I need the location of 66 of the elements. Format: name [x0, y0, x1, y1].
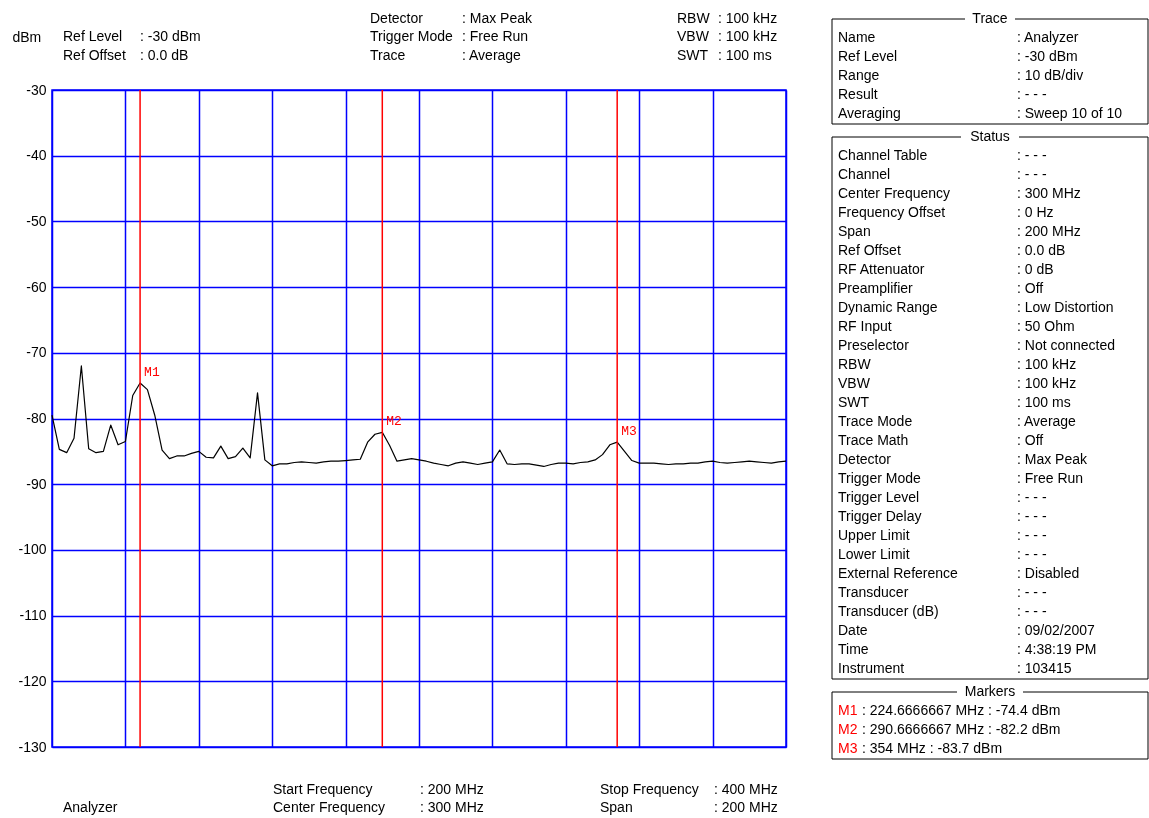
text: Trace Math : Off [838, 432, 1044, 448]
text: Lower Limit : - - - [838, 546, 1047, 562]
text: Ref Level : -30 dBm [838, 48, 1078, 64]
y-tick-label: -60 [26, 278, 47, 295]
y-tick-label: -130 [18, 738, 47, 755]
text: Analyzer [63, 799, 118, 815]
text: Start Frequency : 200 MHz [273, 781, 484, 797]
text: M3 : 354 MHz : -83.7 dBm [838, 740, 1003, 756]
text: Frequency Offset : 0 Hz [838, 204, 1054, 220]
y-tick-label: -50 [26, 212, 47, 229]
text: Name : Analyzer [838, 29, 1079, 45]
text: RF Attenuator : 0 dB [838, 261, 1054, 277]
text: Trace : Average [370, 47, 521, 63]
text: M2 : 290.6666667 MHz : -82.2 dBm [838, 721, 1061, 737]
text: Transducer (dB) : - - - [838, 603, 1047, 619]
text: Detector : Max Peak [838, 451, 1088, 467]
text: Date : 09/02/2007 [838, 622, 1095, 638]
text: Averaging : Sweep 10 of 10 [838, 105, 1123, 121]
text: RBW : 100 kHz [838, 356, 1077, 372]
text: Span : 200 MHz [838, 223, 1081, 239]
y-tick-label: -70 [26, 344, 47, 361]
y-tick-label: -100 [18, 541, 47, 558]
y-tick-label: -80 [26, 410, 47, 426]
text: Channel : - - - [838, 166, 1047, 182]
text: VBW : 100 kHz [838, 375, 1077, 391]
text: M1 : 224.6666667 MHz : -74.4 dBm [838, 702, 1061, 718]
text: Center Frequency : 300 MHz [838, 185, 1081, 201]
text: Dynamic Range : Low Distortion [838, 299, 1114, 315]
text: Markers [964, 683, 1016, 699]
text: Channel Table : - - - [838, 147, 1047, 163]
text: RF Input : 50 Ohm [838, 318, 1075, 334]
text: Stop Frequency : 400 MHz [600, 781, 778, 797]
data-label: M1 [144, 365, 160, 381]
y-tick-label: -120 [18, 672, 47, 689]
text: Trigger Mode : Free Run [370, 28, 529, 44]
y-tick-label: -90 [26, 475, 47, 492]
data-label: M3 [621, 424, 637, 440]
text: SWT : 100 ms [677, 47, 772, 63]
text: Preselector : Not connected [838, 337, 1116, 353]
y-axis-title: dBm [12, 28, 42, 45]
text: Ref Level : -30 dBm [63, 28, 201, 44]
text: Ref Offset : 0.0 dB [63, 47, 189, 63]
text: RBW : 100 kHz [677, 10, 778, 26]
y-tick-label: -30 [26, 81, 47, 98]
text: Preamplifier : Off [838, 280, 1044, 296]
text: Trigger Mode : Free Run [838, 470, 1084, 486]
text: Status [970, 128, 1010, 144]
text: Trace Mode : Average [838, 413, 1076, 429]
text: Result : - - - [838, 86, 1047, 102]
text: VBW : 100 kHz [677, 28, 778, 44]
text: Range : 10 dB/div [838, 67, 1084, 83]
text: Center Frequency : 300 MHz [273, 799, 484, 815]
text: Trace [972, 10, 1008, 26]
text: Ref Offset : 0.0 dB [838, 242, 1066, 258]
text: Transducer : - - - [838, 584, 1047, 600]
text: Time : 4:38:19 PM [838, 641, 1097, 657]
text: Upper Limit : - - - [838, 527, 1047, 543]
text: Trigger Delay : - - - [838, 508, 1047, 524]
text: Trigger Level : - - - [838, 489, 1047, 505]
text: Span : 200 MHz [600, 799, 778, 815]
text: SWT : 100 ms [838, 394, 1071, 410]
y-tick-label: -40 [26, 147, 47, 164]
text: Instrument : 103415 [838, 660, 1072, 676]
y-tick-label: -110 [19, 607, 47, 624]
text: External Reference : Disabled [838, 565, 1080, 581]
text: Detector : Max Peak [370, 10, 533, 26]
